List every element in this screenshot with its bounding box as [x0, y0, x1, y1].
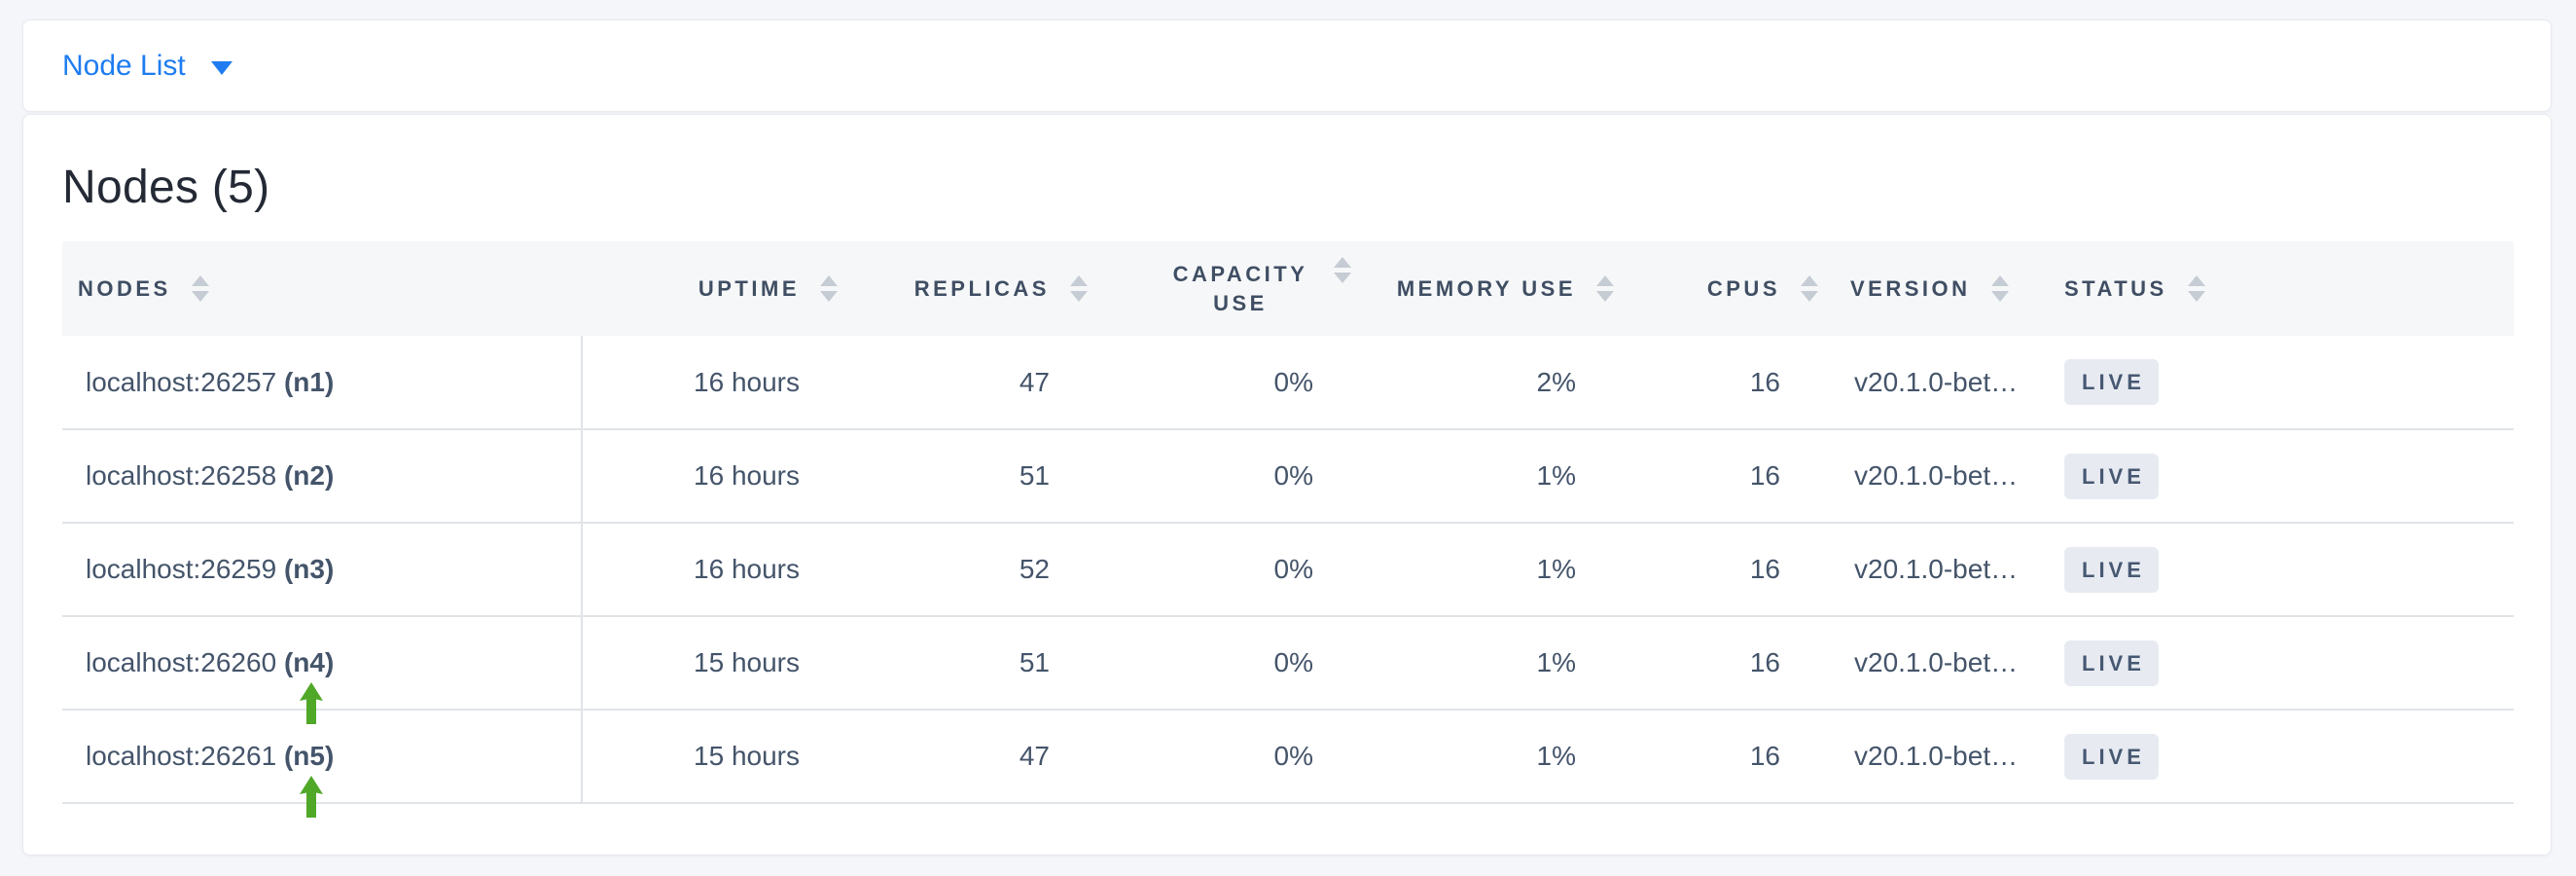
cpus-cell: 16 — [1630, 336, 1835, 430]
cpus-cell: 16 — [1630, 523, 1835, 617]
status-badge: LIVE — [2064, 546, 2159, 593]
table-header-row: NODES UPTIME REPLICAS — [62, 241, 2514, 336]
capacity-use-cell: 0% — [1104, 710, 1368, 804]
capacity-use-cell: 0% — [1104, 429, 1368, 524]
version-cell: v20.1.0-bet… — [1835, 523, 2049, 617]
node-id: (n5) — [283, 741, 335, 771]
sort-icon — [819, 275, 839, 302]
table-row: localhost:26261 (n5) 15 hours 47 0% 1% 1… — [62, 710, 2514, 818]
capacity-use-cell: 0% — [1104, 336, 1368, 430]
column-header-capacity-use[interactable]: CAPACITY USE — [1104, 241, 1368, 336]
sort-icon — [2187, 275, 2206, 302]
capacity-use-cell: 0% — [1104, 523, 1368, 617]
column-header-uptime[interactable]: UPTIME — [582, 241, 854, 336]
page-header: Node List — [22, 19, 2552, 112]
cpus-cell: 16 — [1630, 710, 1835, 804]
sort-icon — [1990, 275, 2010, 302]
replicas-cell: 51 — [854, 429, 1104, 524]
version-cell: v20.1.0-bet… — [1835, 429, 2049, 524]
capacity-use-cell: 0% — [1104, 616, 1368, 711]
status-cell: LIVE — [2049, 336, 2514, 430]
status-badge: LIVE — [2064, 359, 2159, 405]
column-header-version[interactable]: VERSION — [1835, 241, 2049, 336]
node-list-table: NODES UPTIME REPLICAS — [62, 241, 2514, 818]
memory-use-cell: 1% — [1368, 616, 1630, 711]
status-badge: LIVE — [2064, 733, 2159, 780]
node-id: (n2) — [283, 460, 335, 491]
status-badge: LIVE — [2064, 639, 2159, 686]
memory-use-cell: 1% — [1368, 710, 1630, 804]
uptime-cell: 16 hours — [582, 336, 854, 430]
column-header-cpus[interactable]: CPUS — [1630, 241, 1835, 336]
sort-icon — [1800, 275, 1819, 302]
status-cell: LIVE — [2049, 616, 2514, 711]
uptime-cell: 15 hours — [582, 616, 854, 711]
annotation-arrow-up-icon — [300, 776, 323, 818]
replicas-cell: 47 — [854, 336, 1104, 430]
node-address-cell: localhost:26259 (n3) — [62, 523, 583, 617]
table-row: localhost:26259 (n3) 16 hours 52 0% 1% 1… — [62, 523, 2514, 617]
version-cell: v20.1.0-bet… — [1835, 710, 2049, 804]
cpus-cell: 16 — [1630, 429, 1835, 524]
replicas-cell: 52 — [854, 523, 1104, 617]
node-address-cell: localhost:26261 (n5) — [62, 710, 583, 818]
uptime-cell: 15 hours — [582, 710, 854, 804]
replicas-cell: 47 — [854, 710, 1104, 804]
cpus-cell: 16 — [1630, 616, 1835, 711]
sort-icon — [191, 275, 210, 302]
memory-use-cell: 1% — [1368, 429, 1630, 524]
node-id: (n3) — [283, 554, 335, 584]
page-title: Nodes (5) — [62, 162, 270, 213]
version-cell: v20.1.0-bet… — [1835, 336, 2049, 430]
node-address-cell: localhost:26260 (n4) — [62, 616, 583, 724]
column-header-status[interactable]: STATUS — [2049, 241, 2514, 336]
sort-icon — [1069, 275, 1089, 302]
column-header-nodes[interactable]: NODES — [62, 241, 582, 336]
sort-icon — [1333, 257, 1352, 283]
table-row: localhost:26257 (n1) 16 hours 47 0% 2% 1… — [62, 336, 2514, 430]
table-row: localhost:26258 (n2) 16 hours 51 0% 1% 1… — [62, 429, 2514, 524]
version-cell: v20.1.0-bet… — [1835, 616, 2049, 711]
node-id: (n1) — [283, 366, 335, 397]
memory-use-cell: 1% — [1368, 523, 1630, 617]
annotation-arrow-up-icon — [300, 682, 323, 724]
status-cell: LIVE — [2049, 523, 2514, 617]
node-address-cell: localhost:26258 (n2) — [62, 429, 583, 524]
status-cell: LIVE — [2049, 429, 2514, 524]
column-header-replicas[interactable]: REPLICAS — [854, 241, 1104, 336]
uptime-cell: 16 hours — [582, 523, 854, 617]
uptime-cell: 16 hours — [582, 429, 854, 524]
node-list-dropdown[interactable]: Node List — [62, 49, 233, 84]
node-address-cell: localhost:26257 (n1) — [62, 336, 583, 430]
column-header-memory-use[interactable]: MEMORY USE — [1368, 241, 1630, 336]
sort-icon — [1595, 275, 1615, 302]
nodes-panel: Nodes (5) NODES UPTIME — [22, 114, 2552, 856]
node-id: (n4) — [283, 647, 335, 677]
table-row: localhost:26260 (n4) 15 hours 51 0% 1% 1… — [62, 616, 2514, 724]
status-badge: LIVE — [2064, 453, 2159, 499]
replicas-cell: 51 — [854, 616, 1104, 711]
node-list-dropdown-label: Node List — [62, 49, 186, 82]
caret-down-icon — [210, 60, 233, 75]
memory-use-cell: 2% — [1368, 336, 1630, 430]
status-cell: LIVE — [2049, 710, 2514, 804]
